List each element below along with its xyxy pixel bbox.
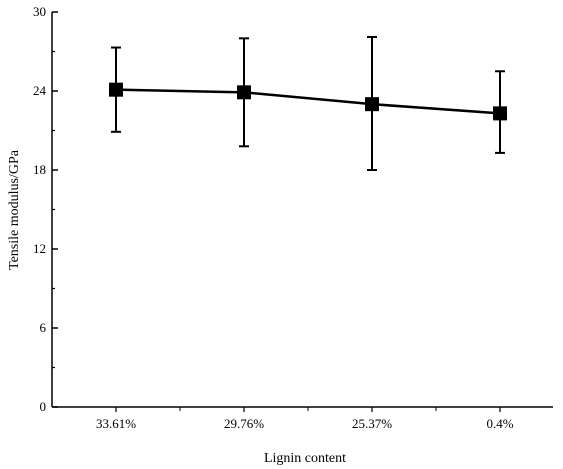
data-point bbox=[237, 85, 251, 100]
x-axis-label: Lignin content bbox=[264, 451, 346, 466]
y-tick-label: 6 bbox=[40, 320, 47, 335]
y-tick-label: 30 bbox=[33, 4, 46, 19]
x-tick-label: 25.37% bbox=[352, 416, 392, 431]
data-point bbox=[109, 82, 123, 97]
y-tick-label: 24 bbox=[33, 83, 47, 98]
x-tick-label: 0.4% bbox=[486, 416, 513, 431]
data-point bbox=[365, 97, 379, 112]
series-line-group bbox=[115, 88, 501, 115]
x-tick-label: 29.76% bbox=[224, 416, 264, 431]
tick-labels: 0 6 12 18 24 30 33.61% 29.76% 25.37% 0.4% bbox=[33, 4, 514, 431]
y-axis-label: Tensile modulus/GPa bbox=[7, 149, 22, 270]
y-tick-label: 0 bbox=[40, 399, 47, 414]
axes bbox=[51, 11, 553, 412]
error-bars bbox=[111, 36, 505, 171]
x-tick-label: 33.61% bbox=[96, 416, 136, 431]
series-line bbox=[115, 88, 501, 115]
y-tick-label: 12 bbox=[33, 241, 46, 256]
data-markers bbox=[109, 82, 507, 121]
y-tick-label: 18 bbox=[33, 162, 46, 177]
data-point bbox=[493, 106, 507, 121]
